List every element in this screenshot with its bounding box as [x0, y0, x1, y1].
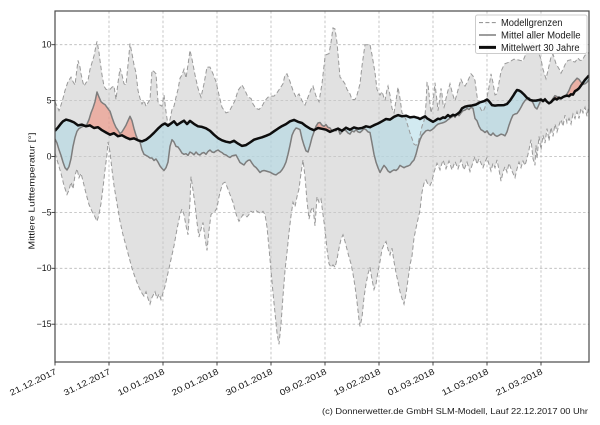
- svg-text:Mittelwert 30 Jahre: Mittelwert 30 Jahre: [501, 43, 580, 54]
- svg-text:0: 0: [47, 151, 52, 161]
- svg-text:−15: −15: [37, 319, 52, 329]
- svg-text:5: 5: [47, 96, 52, 106]
- svg-text:Modellgrenzen: Modellgrenzen: [501, 18, 563, 29]
- svg-text:−10: −10: [37, 263, 52, 273]
- svg-text:−5: −5: [41, 207, 51, 217]
- svg-text:Mittlere Lufttemperatur [°]: Mittlere Lufttemperatur [°]: [27, 133, 37, 250]
- svg-text:Mittel aller Modelle: Mittel aller Modelle: [501, 30, 581, 41]
- svg-text:(c) Donnerwetter.de GmbH SLM-M: (c) Donnerwetter.de GmbH SLM-Modell, Lau…: [322, 407, 588, 416]
- svg-text:10: 10: [42, 40, 52, 50]
